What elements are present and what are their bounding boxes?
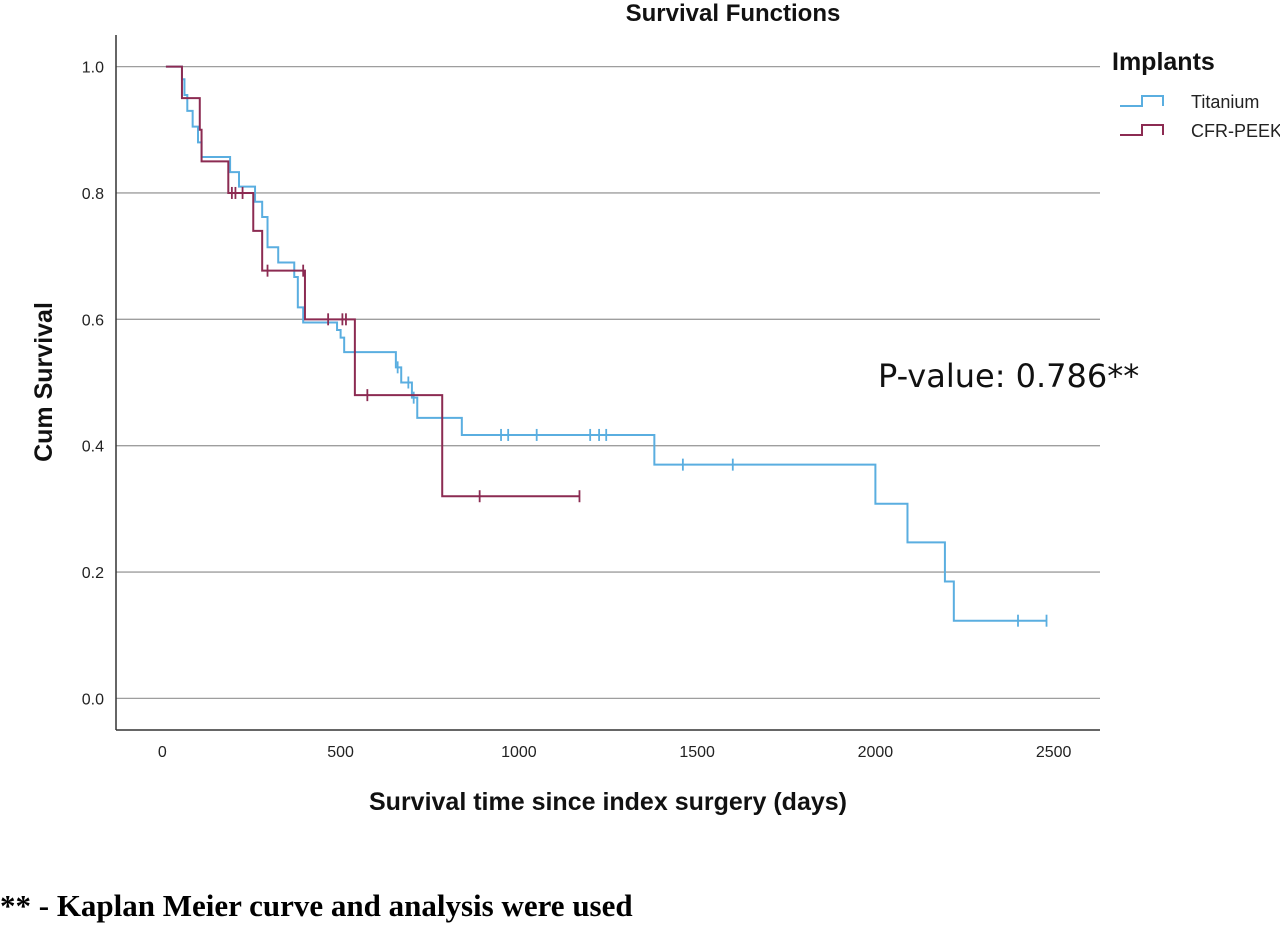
x-tick-label: 2000: [858, 744, 894, 761]
series-titanium: [165, 65, 1048, 627]
legend-item-cfr-peek: CFR-PEEK: [1120, 121, 1280, 141]
survival-curve-cfr-peek: [165, 65, 580, 498]
survival-curve-titanium: [165, 65, 1047, 622]
legend-swatch: [1120, 95, 1164, 107]
y-tick-label: 0.4: [82, 439, 104, 456]
x-axis-title: Survival time since index surgery (days): [369, 788, 847, 816]
series-cfr-peek: [165, 65, 581, 503]
y-tick-label: 0.8: [82, 186, 104, 203]
x-tick-label: 0: [158, 744, 167, 761]
x-tick-label: 500: [327, 744, 354, 761]
x-tick-label: 2500: [1036, 744, 1072, 761]
y-tick-label: 0.2: [82, 565, 104, 582]
series-layer: [165, 65, 1048, 627]
legend-label: CFR-PEEK: [1191, 121, 1280, 141]
legend-label: Titanium: [1191, 92, 1259, 112]
grid-lines: [116, 65, 1100, 700]
legend-title: Implants: [1112, 48, 1215, 76]
x-tick-label: 1000: [501, 744, 537, 761]
chart-title: Survival Functions: [626, 0, 841, 27]
footnote: ** - Kaplan Meier curve and analysis wer…: [0, 888, 633, 923]
y-axis-title: Cum Survival: [30, 302, 58, 462]
legend-items: Titanium CFR-PEEK: [1120, 92, 1280, 141]
tick-labels: 0.0 0.2 0.4 0.6 0.8 1.0 0 500 1000 1500 2000 2500: [82, 60, 1072, 761]
legend-item-titanium: Titanium: [1120, 92, 1259, 112]
x-tick-label: 1500: [679, 744, 715, 761]
axes: [115, 35, 1100, 731]
legend: Implants Titanium CFR-PEEK: [1112, 48, 1280, 141]
y-tick-label: 1.0: [82, 60, 104, 77]
survival-chart: Survival Functions 0.0 0.2 0.4 0.6 0.8 1.0 0 50…: [30, 0, 1280, 816]
p-value-annotation: P-value: 0.786**: [878, 357, 1139, 395]
y-tick-label: 0.6: [82, 312, 104, 329]
legend-swatch: [1120, 124, 1164, 136]
y-tick-label: 0.0: [82, 691, 104, 708]
